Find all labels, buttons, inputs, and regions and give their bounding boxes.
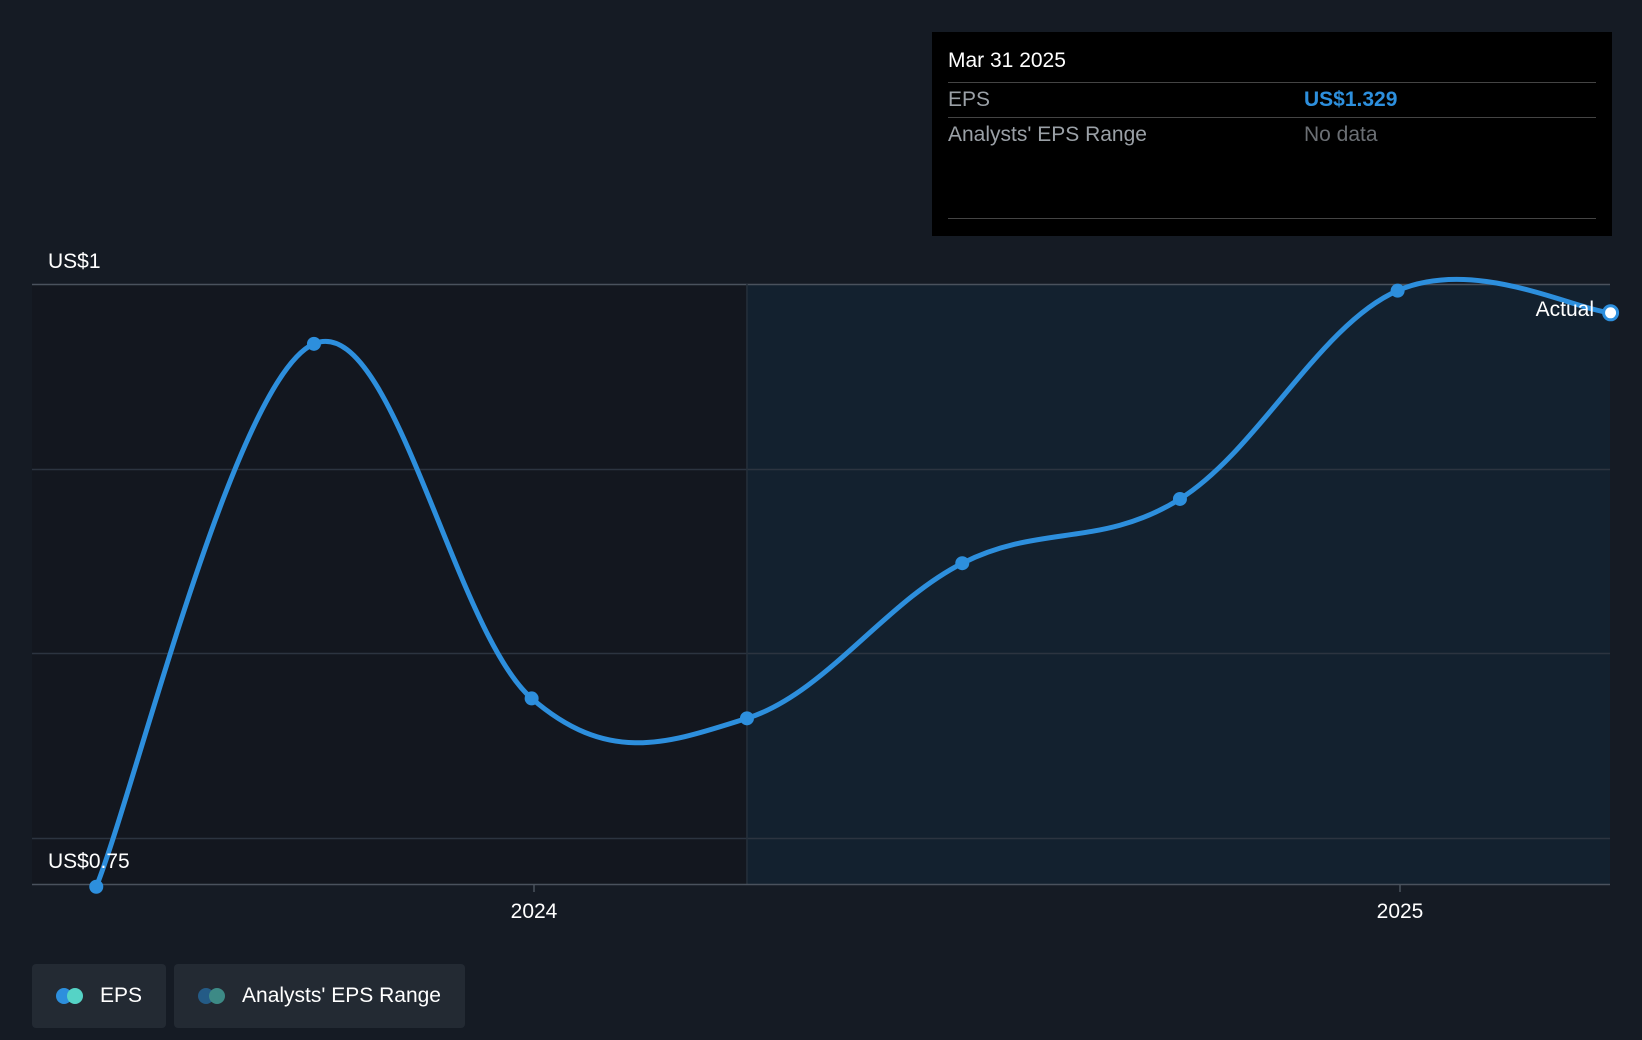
actual-region (746, 284, 1610, 884)
eps-point (1172, 491, 1187, 506)
eps-point (1390, 283, 1405, 298)
range-legend-dot-2 (209, 988, 226, 1004)
x-tick-label: 2024 (511, 900, 558, 923)
tooltip-range-value: No data (1304, 123, 1378, 146)
eps-legend-icon (56, 987, 86, 1005)
eps-point (524, 691, 539, 706)
tooltip-eps-label: EPS (948, 88, 991, 111)
y-tick-label: US$1 (48, 250, 101, 273)
tooltip-divider (948, 218, 1596, 219)
eps-point-latest (1602, 304, 1620, 322)
legend-item-eps[interactable]: EPS (32, 964, 167, 1028)
analysts-range-legend-icon (198, 987, 228, 1005)
eps-point (739, 711, 754, 726)
legend-item-analysts-range[interactable]: Analysts' EPS Range (174, 964, 465, 1028)
eps-point (306, 336, 321, 351)
eps-legend-dot-2 (67, 988, 83, 1004)
actual-region-label: Actual (1536, 298, 1594, 321)
tooltip-row-eps: EPS US$1.329 (948, 82, 1596, 117)
eps-point (955, 556, 970, 571)
legend-label-analysts-range: Analysts' EPS Range (242, 984, 441, 1007)
tooltip-range-label: Analysts' EPS Range (948, 123, 1147, 146)
y-tick-label: US$0.75 (48, 850, 130, 873)
eps-line (93, 276, 1614, 890)
x-tick-label: 2025 (1377, 900, 1424, 923)
eps-point (89, 879, 104, 894)
tooltip-eps-value: US$1.329 (1304, 88, 1398, 111)
legend: EPS Analysts' EPS Range (32, 964, 465, 1028)
tooltip: Mar 31 2025 EPS US$1.329 Analysts' EPS R… (932, 32, 1612, 236)
tooltip-row-range: Analysts' EPS Range No data (948, 117, 1596, 152)
legend-label-eps: EPS (100, 984, 143, 1007)
past-region (32, 284, 747, 884)
tooltip-date: Mar 31 2025 (948, 49, 1066, 72)
